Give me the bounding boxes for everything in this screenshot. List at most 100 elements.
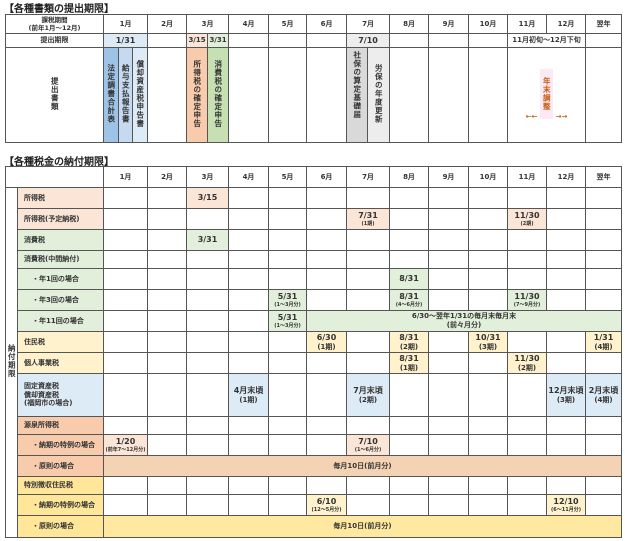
month-header: 10月 (468, 14, 509, 34)
empty-cell (228, 289, 269, 311)
deadline-date: 2月末頃 (588, 385, 619, 395)
empty-cell (228, 310, 269, 332)
empty-cell (306, 289, 347, 311)
empty-cell (468, 494, 508, 516)
deadline-cell: 1/20 (前年7～12月分) (103, 434, 148, 456)
empty-cell (389, 494, 429, 516)
empty-cell (428, 476, 469, 495)
empty-cell (389, 208, 429, 230)
table-row: ・年3回の場合 5/31 (1～3月分) 8/31 (4～6月分) 11/30 (7～9月分… (6, 289, 622, 311)
documents-label: 提出書類 (50, 76, 60, 111)
empty-cell (268, 352, 307, 374)
payment-deadline-table: 1月 2月 3月 4月 5月 6月 7月 8月 9月 10月 11月 12月 翌年 納付期限 所得税 3/15… (5, 166, 622, 538)
filing-deadline-table: 課税期間 (前年1月～12月) 1月 2月 3月 4月 5月 6月 7月 8月 … (5, 14, 623, 143)
empty-cell (147, 476, 187, 495)
empty-cell (103, 229, 148, 251)
deadline-jan: 1/31 (102, 33, 149, 48)
deadline-cell: 2月末頃 (4期) (585, 373, 622, 417)
empty-cell (468, 476, 508, 495)
deadline-date: 6/10 (316, 496, 337, 506)
empty-cell (428, 289, 469, 311)
deadline-cell: 7/31 (1期) (346, 208, 390, 230)
empty-cell (428, 268, 469, 290)
empty-cell (546, 229, 586, 251)
deadline-date: 11/30 (514, 353, 540, 363)
doc-social-insurance: 社保の算定基礎届 (352, 51, 362, 119)
empty-cell (468, 250, 508, 269)
month-header: 1月 (102, 14, 149, 34)
deadline-cell: 5/31 (1～3月分) (268, 289, 307, 311)
deadline-cell: 8/31 (389, 268, 429, 290)
empty-cell (546, 187, 586, 209)
empty-cell (346, 416, 390, 435)
empty-cell (147, 434, 187, 456)
month-header: 12月 (546, 14, 587, 34)
empty-cell (268, 331, 307, 353)
empty-cell (228, 208, 269, 230)
deadline-cell: 6/30 (1期) (306, 331, 347, 353)
empty-cell (468, 268, 508, 290)
deadline-period: (1期) (239, 395, 258, 404)
empty-cell (103, 289, 148, 311)
empty-cell (268, 476, 307, 495)
empty-cell (103, 416, 148, 435)
empty-cell (147, 352, 187, 374)
table-row: ・原則の場合 毎月10日(前月分) (6, 455, 622, 477)
empty-cell (228, 187, 269, 209)
empty-cell (428, 434, 469, 456)
month-header: 11月 (507, 166, 547, 188)
month-header: 2月 (147, 166, 187, 188)
empty-cell (507, 331, 547, 353)
deadline-period: (4期) (594, 395, 613, 404)
table-row: 納付期限 所得税 3/15 (5, 187, 622, 538)
deadline-cell: 4月末頃 (1期) (228, 373, 269, 417)
deadline-date: 毎月10日(前月分) (333, 461, 392, 470)
empty-cell (306, 268, 347, 290)
row-label: ・年3回の場合 (17, 289, 104, 311)
empty-cell (389, 250, 429, 269)
deadline-cell: 1/31 (4期) (585, 331, 622, 353)
year-end-adjustment: ←← 年末調整 →→ (507, 47, 587, 143)
empty-cell (268, 187, 307, 209)
empty-cell (507, 494, 547, 516)
empty-cell (468, 187, 508, 209)
deadline-date: 7月末頃 (353, 385, 383, 395)
empty-cell (546, 352, 586, 374)
month-header: 6月 (306, 14, 348, 34)
empty-cell (306, 416, 347, 435)
month-header: 5月 (268, 14, 308, 34)
deadline-cell: 10/31 (3期) (468, 331, 508, 353)
empty-cell (147, 208, 187, 230)
empty-cell (585, 187, 622, 209)
row-label: 特別徴収住民税 (17, 476, 104, 495)
month-header: 9月 (428, 166, 469, 188)
month-header: 7月 (346, 14, 391, 34)
deadline-date: 12月末頃 (548, 385, 584, 395)
month-header: 2月 (147, 14, 188, 34)
deadline-period: (1～3月分) (274, 301, 301, 308)
empty-cell (546, 416, 586, 435)
empty-cell (103, 250, 148, 269)
empty-cell (306, 208, 347, 230)
empty-cell (228, 416, 269, 435)
empty-cell (103, 187, 148, 209)
table-row: ・年11回の場合 5/31 (1～3月分) 6/30～翌年1/31の毎月末毎月末 (前々… (6, 310, 622, 332)
empty-cell (346, 289, 390, 311)
deadline-date: 7/10 (358, 436, 378, 446)
payment-section-title: 【各種税金の納付期限】 (4, 157, 114, 168)
empty-cell (186, 208, 229, 230)
deadline-period: (2期) (358, 395, 378, 404)
side-label: 納付期限 (5, 187, 18, 538)
empty-cell (186, 476, 229, 495)
empty-cell (268, 268, 307, 290)
table-row: ・納期の特例の場合 1/20 (前年7～12月分) 7/10 (1～6月分) (6, 434, 622, 456)
empty-cell (147, 373, 187, 417)
row-label: ・年1回の場合 (17, 268, 104, 290)
deadline-date: 8/31 (399, 332, 419, 342)
empty-cell (346, 331, 390, 353)
empty-cell (346, 268, 390, 290)
table-row: 消費税 3/31 (6, 229, 622, 251)
empty-cell (186, 352, 229, 374)
month-header: 3月 (186, 14, 230, 34)
empty-cell (389, 434, 429, 456)
